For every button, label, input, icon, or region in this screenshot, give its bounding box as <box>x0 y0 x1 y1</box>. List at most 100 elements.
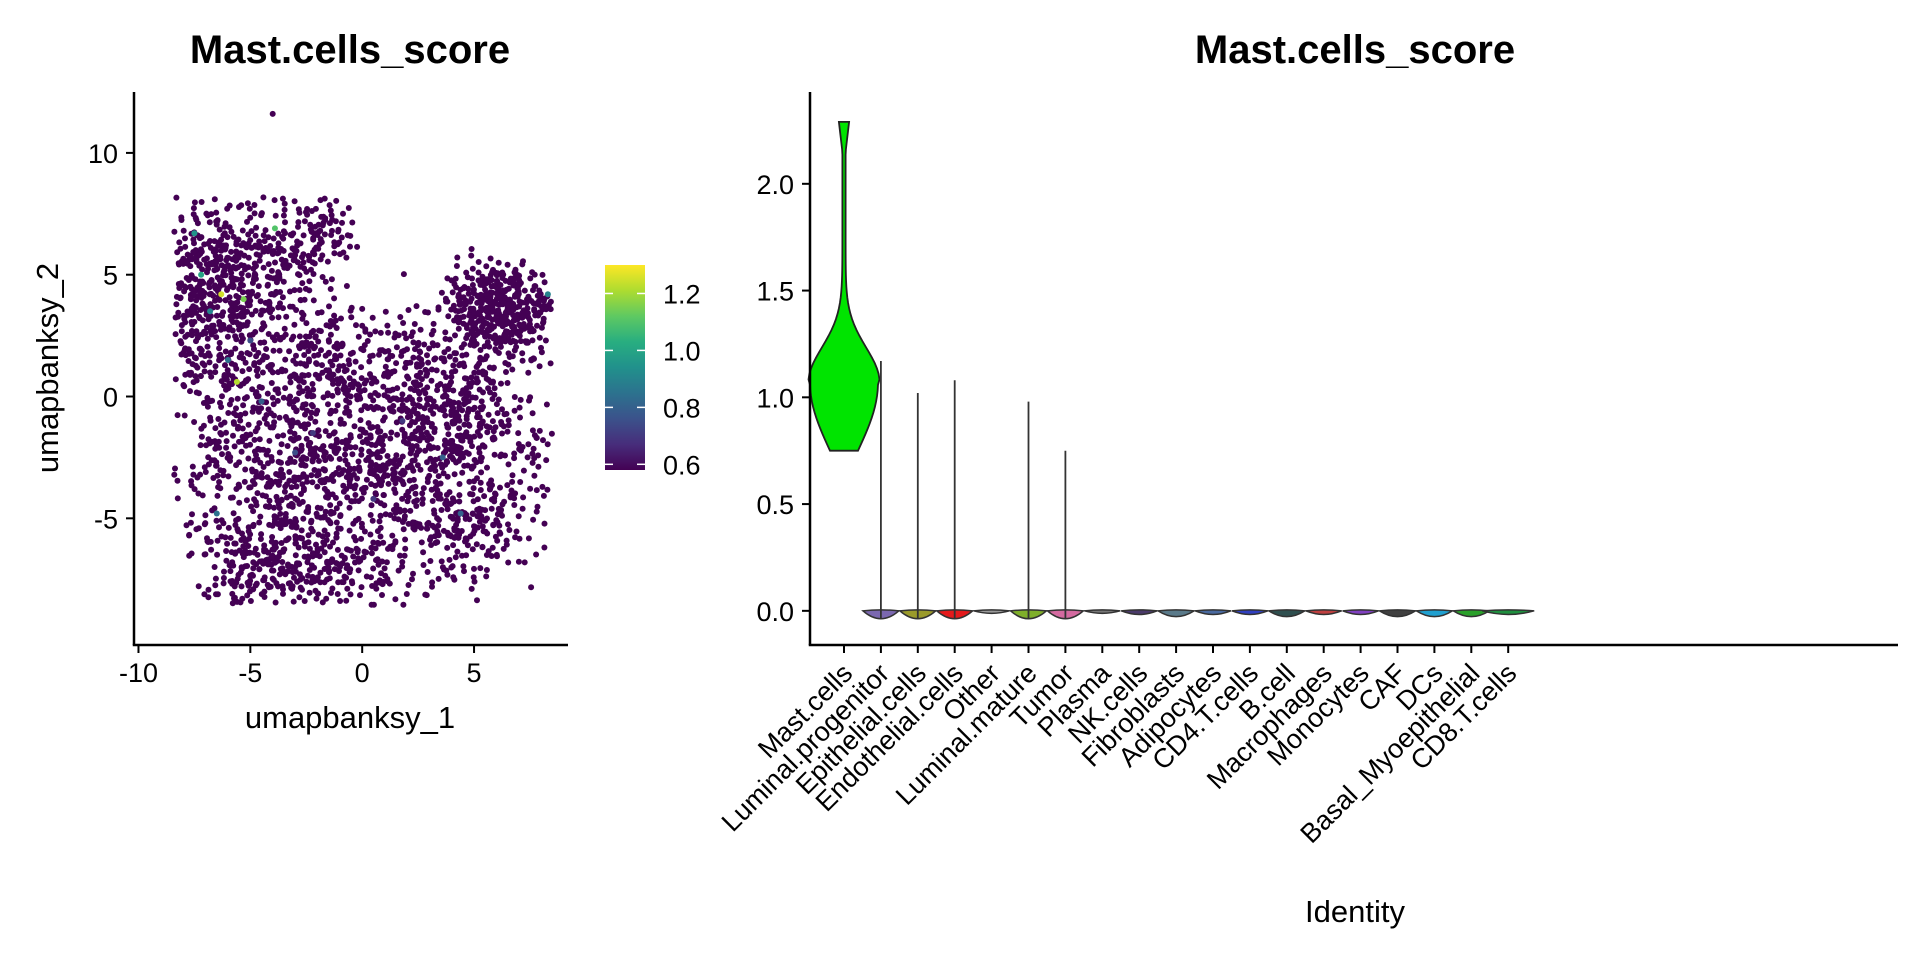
umap-point <box>511 495 518 502</box>
umap-point <box>212 297 218 304</box>
umap-point <box>319 222 326 229</box>
umap-point <box>343 283 350 289</box>
umap-point <box>420 562 427 568</box>
umap-point <box>510 306 517 313</box>
umap-point <box>381 414 388 421</box>
umap-point <box>205 316 212 323</box>
umap-point <box>299 535 305 542</box>
umap-point <box>317 514 324 521</box>
umap-point <box>257 513 264 520</box>
umap-point <box>321 527 328 534</box>
umap-point <box>249 468 256 475</box>
umap-point <box>210 292 217 299</box>
umap-point <box>311 467 318 473</box>
umap-point <box>316 433 322 440</box>
umap-point <box>281 200 288 207</box>
umap-point <box>304 393 311 399</box>
umap-point <box>265 307 272 314</box>
umap-point <box>216 524 222 531</box>
umap-point <box>308 472 315 479</box>
umap-point <box>217 253 224 260</box>
umap-point <box>195 583 202 590</box>
umap-point <box>448 369 455 376</box>
umap-point <box>469 394 476 401</box>
umap-point <box>483 423 490 430</box>
umap-point <box>261 238 268 245</box>
umap-point <box>221 372 228 378</box>
umap-point <box>188 482 195 489</box>
umap-point <box>516 303 523 310</box>
umap-point <box>463 393 469 400</box>
umap-point <box>387 512 394 518</box>
umap-point <box>178 351 185 358</box>
umap-point <box>329 362 336 369</box>
umap-point <box>361 387 368 394</box>
umap-point <box>290 598 297 605</box>
umap-point <box>205 539 212 545</box>
umap-point <box>253 473 260 480</box>
umap-point <box>242 466 249 473</box>
umap-point <box>548 430 555 437</box>
umap-point <box>509 478 516 485</box>
umap-point <box>428 366 435 373</box>
umap-point <box>476 445 482 452</box>
umap-point <box>287 288 293 295</box>
umap-point <box>514 272 521 278</box>
umap-point <box>292 495 299 502</box>
umap-point <box>253 502 260 509</box>
umap-point <box>263 412 270 418</box>
umap-point <box>233 257 239 264</box>
umap-point <box>330 539 336 546</box>
umap-point <box>211 282 218 289</box>
umap-point <box>494 277 500 284</box>
umap-point <box>373 580 380 587</box>
umap-point <box>312 205 319 212</box>
umap-point <box>327 286 334 292</box>
umap-point <box>479 523 486 530</box>
umap-point <box>336 363 343 370</box>
umap-point <box>493 551 500 558</box>
umap-point <box>356 382 363 389</box>
umap-point <box>253 580 260 587</box>
umap-point <box>254 425 261 431</box>
umap-point <box>361 342 368 349</box>
umap-point <box>362 484 369 491</box>
umap-point <box>420 549 427 556</box>
umap-point <box>517 396 524 403</box>
umap-point <box>415 339 422 346</box>
umap-point <box>415 373 422 380</box>
umap-point <box>411 321 418 327</box>
umap-point <box>193 216 200 223</box>
umap-point <box>347 466 354 473</box>
umap-point <box>515 430 522 437</box>
umap-point <box>357 433 363 440</box>
umap-point <box>299 372 306 379</box>
umap-point <box>316 327 322 334</box>
umap-point <box>541 544 548 551</box>
umap-point <box>315 471 322 478</box>
umap-point <box>213 334 220 341</box>
umap-point <box>285 535 292 542</box>
umap-point <box>274 433 281 440</box>
umap-point <box>322 428 329 435</box>
umap-point <box>318 347 324 354</box>
umap-point <box>283 313 290 320</box>
umap-point <box>529 450 536 457</box>
umap-point <box>253 367 260 374</box>
umap-point <box>349 451 356 458</box>
umap-point <box>523 338 530 345</box>
umap-point <box>231 420 237 427</box>
umap-point <box>444 473 451 480</box>
umap-point <box>222 220 229 227</box>
umap-point <box>509 281 516 287</box>
umap-point <box>536 427 543 434</box>
umap-point <box>221 568 227 575</box>
umap-point <box>352 358 359 365</box>
umap-point <box>439 407 446 414</box>
umap-point <box>498 380 504 387</box>
umap-point <box>183 522 190 529</box>
umap-point <box>269 394 276 401</box>
umap-point <box>244 350 251 356</box>
umap-point <box>267 424 274 431</box>
umap-point <box>342 445 349 452</box>
